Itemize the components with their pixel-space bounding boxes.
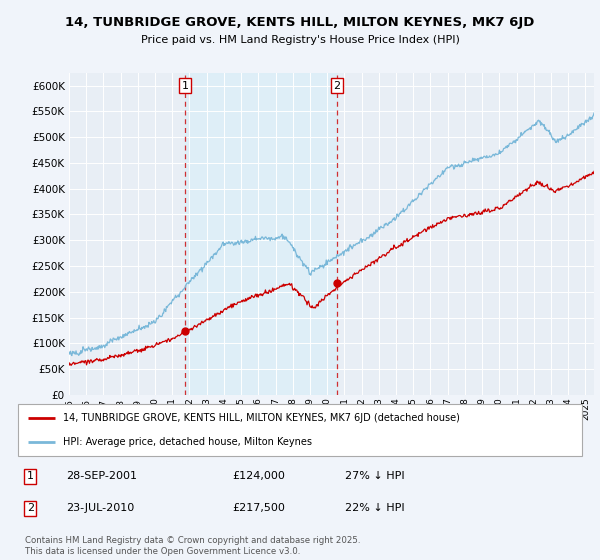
Text: 22% ↓ HPI: 22% ↓ HPI <box>345 503 405 513</box>
Text: Price paid vs. HM Land Registry's House Price Index (HPI): Price paid vs. HM Land Registry's House … <box>140 35 460 45</box>
Text: 1: 1 <box>182 81 188 91</box>
Bar <box>185 73 337 395</box>
Text: 14, TUNBRIDGE GROVE, KENTS HILL, MILTON KEYNES, MK7 6JD (detached house): 14, TUNBRIDGE GROVE, KENTS HILL, MILTON … <box>63 413 460 423</box>
Text: Contains HM Land Registry data © Crown copyright and database right 2025.
This d: Contains HM Land Registry data © Crown c… <box>25 536 360 556</box>
Text: HPI: Average price, detached house, Milton Keynes: HPI: Average price, detached house, Milt… <box>63 437 312 447</box>
Text: 1: 1 <box>27 471 34 481</box>
Text: 27% ↓ HPI: 27% ↓ HPI <box>345 471 405 481</box>
Text: 2: 2 <box>27 503 34 513</box>
Text: 14, TUNBRIDGE GROVE, KENTS HILL, MILTON KEYNES, MK7 6JD: 14, TUNBRIDGE GROVE, KENTS HILL, MILTON … <box>65 16 535 29</box>
FancyBboxPatch shape <box>18 404 582 456</box>
Text: 2: 2 <box>333 81 340 91</box>
Text: £217,500: £217,500 <box>232 503 285 513</box>
Text: £124,000: £124,000 <box>232 471 285 481</box>
Text: 23-JUL-2010: 23-JUL-2010 <box>66 503 134 513</box>
Text: 28-SEP-2001: 28-SEP-2001 <box>66 471 137 481</box>
